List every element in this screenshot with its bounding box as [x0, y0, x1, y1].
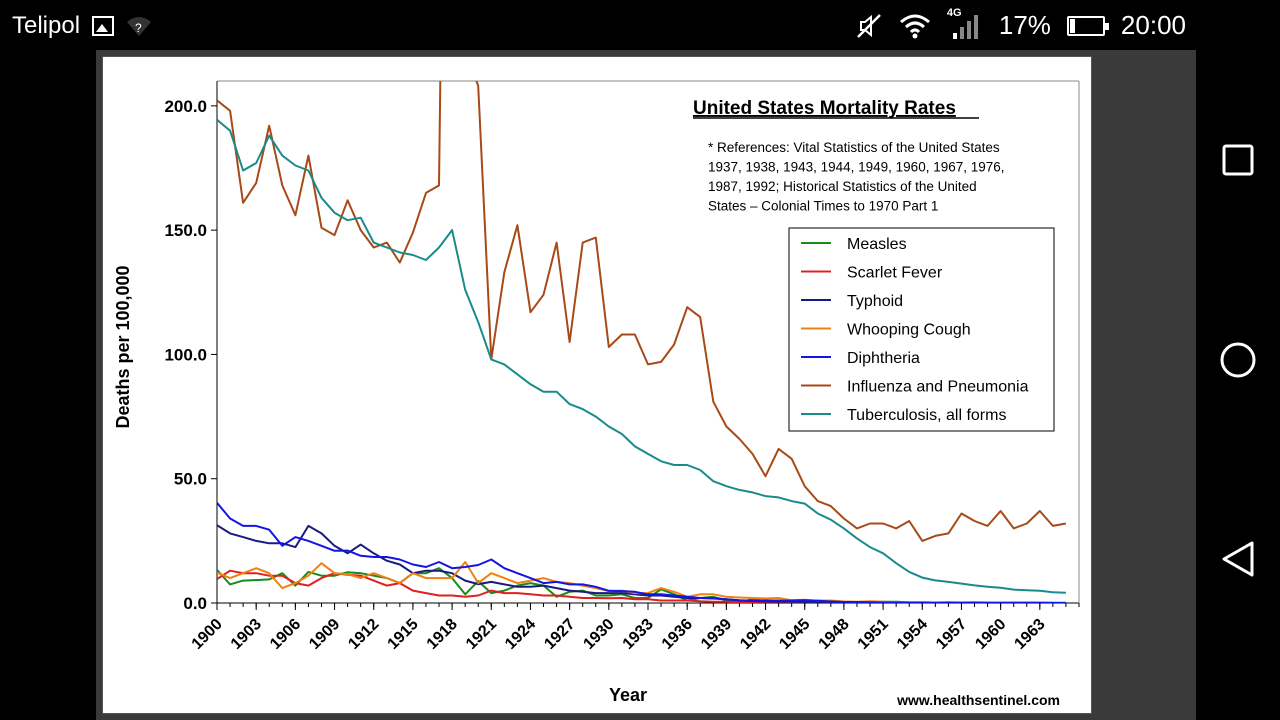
y-tick-label: 0.0 — [183, 594, 207, 613]
x-tick-label: 1948 — [816, 616, 853, 653]
signal-icon — [952, 14, 978, 39]
y-tick-label: 100.0 — [164, 345, 207, 364]
y-tick-label: 200.0 — [164, 97, 207, 116]
image-notification-icon — [92, 16, 115, 36]
series-line-diphtheria — [217, 502, 1066, 603]
legend-label: Measles — [847, 236, 907, 253]
x-tick-label: 1942 — [737, 616, 774, 653]
x-tick-label: 1924 — [502, 616, 539, 653]
legend-label: Influenza and Pneumonia — [847, 379, 1029, 396]
x-tick-label: 1930 — [580, 616, 617, 653]
x-tick-label: 1945 — [776, 616, 813, 653]
back-triangle-icon — [1222, 541, 1254, 577]
legend-label: Scarlet Fever — [847, 265, 943, 282]
mute-icon — [856, 13, 881, 38]
x-axis-label: Year — [609, 685, 647, 705]
reference-note-line: 1937, 1938, 1943, 1944, 1949, 1960, 1967… — [708, 160, 1005, 175]
clock: 20:00 — [1120, 10, 1186, 40]
legend-box — [788, 227, 1055, 432]
y-tick-label: 50.0 — [174, 470, 207, 489]
reference-note-line: 1987, 1992; Historical Statistics of the… — [708, 179, 977, 194]
x-tick-label: 1933 — [620, 616, 657, 653]
legend-label: Typhoid — [847, 293, 903, 310]
x-tick-label: 1903 — [228, 616, 265, 653]
legend-label: Diphtheria — [847, 350, 920, 367]
x-tick-label: 1927 — [541, 616, 578, 653]
x-tick-label: 1939 — [698, 616, 735, 653]
x-tick-label: 1951 — [855, 616, 892, 653]
x-tick-label: 1954 — [894, 616, 931, 653]
x-tick-label: 1906 — [267, 616, 304, 653]
series-line-typhoid — [217, 524, 1066, 603]
wifi-question-icon: ? — [127, 17, 152, 36]
x-tick-label: 1936 — [659, 616, 696, 653]
circle-icon — [1220, 342, 1256, 378]
x-tick-label: 1921 — [463, 616, 500, 653]
status-right: 4G 17% 20:00 — [855, 7, 1186, 41]
chart-title: United States Mortality Rates — [693, 98, 956, 119]
home-button[interactable] — [1216, 338, 1260, 382]
battery-percent: 17% — [998, 10, 1051, 40]
x-tick-label: 1963 — [1011, 616, 1048, 653]
series-line-tuberculosis-all-forms — [217, 119, 1066, 594]
battery-fill — [1069, 18, 1076, 33]
battery-icon — [1066, 15, 1109, 36]
reference-note-line: * References: Vital Statistics of the Un… — [708, 140, 1000, 155]
x-tick-label: 1957 — [933, 616, 970, 653]
square-icon — [1222, 144, 1254, 176]
x-tick-label: 1918 — [424, 616, 461, 653]
status-left: Telipol ? — [12, 12, 152, 40]
legend-label: Tuberculosis, all forms — [847, 407, 1006, 424]
network-type-label: 4G — [946, 6, 962, 19]
recents-button[interactable] — [1216, 138, 1260, 182]
x-tick-label: 1915 — [385, 616, 422, 653]
x-tick-label: 1912 — [345, 616, 382, 653]
status-bar: Telipol ? 4G 17% 20:00 — [0, 0, 1196, 50]
carrier-label: Telipol — [12, 12, 81, 39]
navigation-bar — [1196, 0, 1280, 720]
svg-text:?: ? — [135, 21, 142, 35]
legend-label: Whooping Cough — [847, 322, 971, 339]
x-tick-label: 1900 — [189, 616, 226, 653]
chart-image: 0.0 50.0 100.0 150.0 200.0 1900 1903 1906 1909 19… — [102, 56, 1092, 714]
wifi-icon — [899, 14, 930, 38]
x-tick-label: 1909 — [306, 616, 343, 653]
reference-note-line: States – Colonial Times to 1970 Part 1 — [708, 199, 938, 214]
signal-indicator: 4G — [947, 7, 983, 41]
x-tick-label: 1960 — [972, 616, 1009, 653]
series-line-influenza-and-pneumonia — [217, 81, 1067, 542]
series-line-whooping-cough — [217, 561, 1066, 603]
credit-text: www.healthsentinel.com — [896, 692, 1060, 708]
y-tick-label: 150.0 — [164, 221, 207, 240]
y-axis-label: Deaths per 100,000 — [113, 265, 133, 428]
back-button[interactable] — [1216, 537, 1260, 581]
